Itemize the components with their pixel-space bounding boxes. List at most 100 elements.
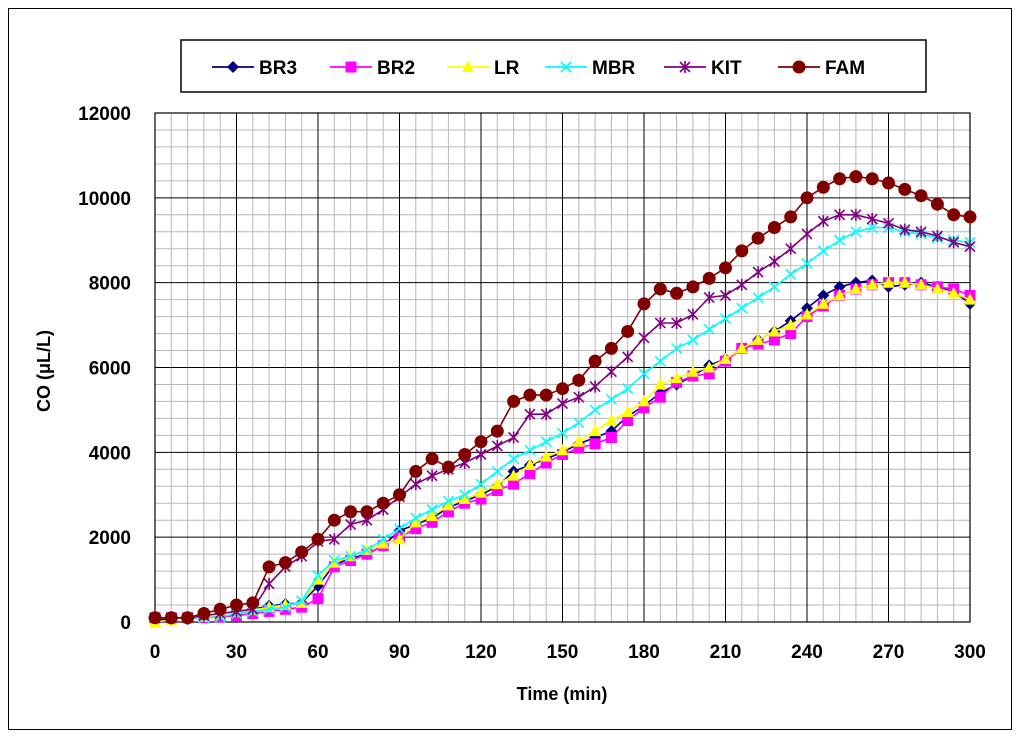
legend-label-br2: BR2: [377, 58, 415, 79]
data-point-lr: [621, 405, 634, 418]
x-axis-label: Time (min): [517, 684, 608, 704]
y-axis-label: CO (μL/L): [34, 330, 54, 412]
data-point-fam: [572, 373, 586, 387]
tick-labels: 0 30 60 90 120 150 180 210 240 270 300 0 2000 4000 600…: [78, 104, 986, 663]
x-tick-label: 0: [150, 642, 161, 663]
data-point-lr: [572, 435, 585, 447]
data-point-mbr: [426, 504, 438, 516]
data-point-kit: [915, 225, 927, 238]
data-point-fam: [735, 244, 749, 258]
data-point-mbr: [866, 221, 878, 234]
data-point-fam: [816, 180, 830, 194]
data-point-lr: [409, 515, 422, 528]
data-point-br2: [524, 468, 536, 480]
data-point-kit: [834, 208, 846, 221]
data-point-lr: [507, 469, 520, 481]
legend-label-mbr: MBR: [592, 58, 636, 79]
data-point-kit: [931, 230, 943, 243]
data-point-fam: [686, 280, 700, 294]
data-point-kit: [899, 223, 911, 236]
data-point-fam: [767, 221, 781, 235]
legend-entry-fam: FAM: [778, 58, 865, 79]
data-point-lr: [556, 443, 569, 456]
y-tick-label: 10000: [78, 189, 131, 210]
data-point-br2: [638, 402, 650, 414]
legend-entry-lr: LR: [447, 58, 520, 79]
data-point-kit: [736, 278, 748, 291]
data-point-kit: [768, 255, 780, 268]
data-point-lr: [866, 278, 879, 290]
data-point-kit: [785, 242, 797, 255]
data-point-br2: [589, 438, 601, 450]
data-point-kit: [622, 350, 634, 363]
data-point-mbr: [410, 512, 422, 524]
data-point-mbr: [442, 495, 454, 507]
x-tick-label: 270: [873, 642, 905, 663]
data-point-mbr: [703, 323, 715, 335]
y-tick-label: 8000: [89, 274, 131, 295]
data-point-br3: [817, 289, 830, 302]
x-tick-label: 240: [791, 642, 823, 663]
data-point-fam: [882, 176, 895, 190]
data-point-mbr: [671, 342, 683, 354]
data-point-lr: [491, 477, 504, 490]
x-tick-label: 210: [710, 642, 742, 663]
data-point-fam: [963, 210, 977, 224]
data-point-lr: [523, 458, 536, 471]
legend: BR3 BR2 LR MBR KIT FAM: [180, 39, 927, 93]
series-layer: [148, 170, 977, 627]
data-point-br2: [508, 478, 520, 490]
data-point-lr: [784, 318, 797, 331]
legend-marker-kit: [679, 61, 691, 73]
data-point-lr: [442, 498, 455, 511]
data-point-mbr: [475, 478, 487, 490]
data-point-kit: [882, 217, 895, 230]
data-point-kit: [589, 380, 601, 393]
data-point-kit: [605, 365, 617, 378]
data-point-lr: [426, 509, 439, 521]
data-point-fam: [865, 172, 879, 186]
legend-entry-br2: BR2: [330, 58, 415, 79]
data-point-fam: [425, 452, 439, 466]
data-point-kit: [508, 431, 520, 444]
data-point-fam: [181, 611, 195, 625]
data-point-fam: [898, 182, 912, 196]
y-tick-label: 0: [120, 613, 131, 634]
legend-entry-mbr: MBR: [545, 58, 636, 79]
data-point-mbr: [328, 554, 340, 567]
x-tick-label: 30: [226, 642, 247, 663]
data-point-kit: [654, 316, 666, 329]
data-point-fam: [947, 208, 961, 222]
data-point-mbr: [817, 245, 829, 257]
data-point-fam: [702, 271, 716, 285]
data-point-fam: [556, 382, 569, 396]
data-point-mbr: [393, 523, 406, 535]
data-point-br2: [654, 391, 666, 403]
legend-label-kit: KIT: [711, 58, 742, 79]
legend-entry-kit: KIT: [664, 58, 742, 79]
data-point-mbr: [622, 383, 634, 395]
data-point-fam: [621, 324, 635, 338]
data-point-mbr: [801, 258, 813, 270]
data-point-kit: [426, 469, 438, 482]
legend-marker-mbr: [560, 61, 572, 73]
data-point-fam: [604, 341, 618, 355]
data-point-fam: [719, 261, 732, 275]
data-point-mbr: [279, 601, 291, 613]
data-point-mbr: [654, 355, 666, 367]
data-point-mbr: [850, 226, 862, 238]
legend-label-lr: LR: [494, 58, 520, 79]
data-point-lr: [638, 394, 650, 407]
data-point-br2: [785, 328, 797, 340]
data-point-lr: [393, 532, 406, 545]
data-point-fam: [360, 505, 374, 519]
data-point-fam: [148, 611, 162, 625]
data-point-kit: [410, 478, 422, 491]
data-point-kit: [964, 240, 976, 253]
legend-marker-lr: [462, 60, 474, 72]
data-point-fam: [344, 505, 358, 519]
data-point-mbr: [736, 302, 748, 314]
data-point-fam: [653, 282, 667, 296]
data-point-kit: [703, 291, 715, 304]
data-point-lr: [752, 333, 765, 345]
